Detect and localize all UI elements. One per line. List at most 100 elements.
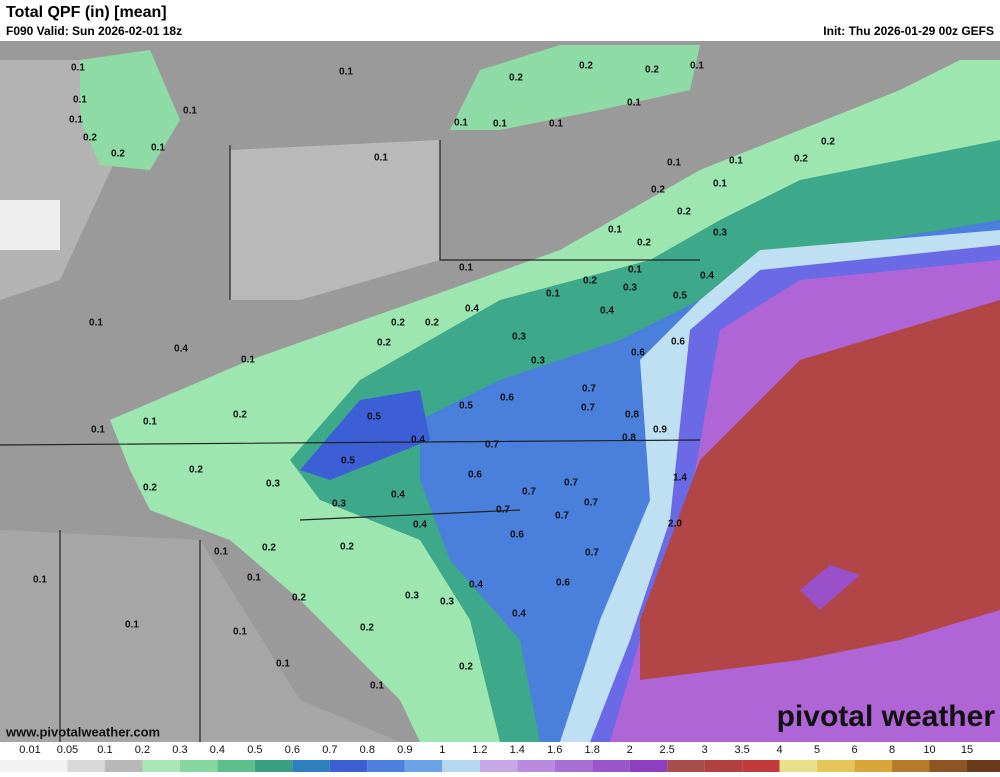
map-label: 0.1 bbox=[370, 681, 384, 692]
map-label: 0.7 bbox=[582, 384, 596, 395]
map-label: 0.1 bbox=[183, 106, 197, 117]
map-label: 0.1 bbox=[454, 118, 468, 129]
map-label: 0.5 bbox=[341, 456, 355, 467]
map-label: 0.8 bbox=[622, 433, 636, 444]
map-label: 0.2 bbox=[509, 73, 523, 84]
map-label: 0.2 bbox=[340, 542, 354, 553]
map-label: 0.1 bbox=[233, 627, 247, 638]
colorbar-cell bbox=[404, 760, 443, 772]
colorbar-label: 8 bbox=[889, 744, 895, 756]
map-label: 0.2 bbox=[143, 483, 157, 494]
colorbar-cell bbox=[329, 760, 368, 772]
map-label: 0.6 bbox=[468, 470, 482, 481]
map-label: 0.2 bbox=[83, 133, 97, 144]
colorbar-label: 5 bbox=[814, 744, 820, 756]
colorbar-cell bbox=[217, 760, 255, 772]
map-label: 0.2 bbox=[651, 185, 665, 196]
colorbar-cell bbox=[817, 760, 855, 772]
watermark: pivotal weather bbox=[777, 700, 996, 733]
colorbar-label: 15 bbox=[961, 744, 973, 756]
colorbar-cell bbox=[929, 760, 967, 772]
map-label: 0.7 bbox=[584, 498, 598, 509]
colorbar-cell bbox=[592, 760, 630, 772]
map-label: 0.2 bbox=[677, 207, 691, 218]
map-label: 0.2 bbox=[262, 543, 276, 554]
colorbar-cell bbox=[517, 760, 555, 772]
map-label: 0.2 bbox=[645, 65, 659, 76]
map-label: 0.5 bbox=[673, 291, 687, 302]
colorbar-label: 3 bbox=[702, 744, 708, 756]
map-label: 2.0 bbox=[668, 519, 682, 530]
map-label: 0.3 bbox=[623, 283, 637, 294]
colorbar-label: 0.6 bbox=[285, 744, 300, 756]
map-label: 0.3 bbox=[332, 499, 346, 510]
colorbar-label: 0.01 bbox=[19, 744, 40, 756]
colorbar-label: 6 bbox=[851, 744, 857, 756]
map-label: 0.1 bbox=[627, 98, 641, 109]
colorbar-label: 0.4 bbox=[210, 744, 225, 756]
colorbar-cell bbox=[892, 760, 930, 772]
map-label: 0.2 bbox=[111, 149, 125, 160]
map-label: 0.1 bbox=[247, 573, 261, 584]
map-label: 0.1 bbox=[459, 263, 473, 274]
map-label: 0.6 bbox=[671, 337, 685, 348]
map-label: 0.1 bbox=[33, 575, 47, 586]
map-label: 0.1 bbox=[91, 425, 105, 436]
colorbar-cell bbox=[667, 760, 705, 772]
map-label: 0.2 bbox=[579, 61, 593, 72]
colorbar-label: 0.5 bbox=[247, 744, 262, 756]
colorbar-cell bbox=[479, 760, 518, 772]
colorbar-cell bbox=[554, 760, 593, 772]
colorbar-label: 0.3 bbox=[172, 744, 187, 756]
init-time: Init: Thu 2026-01-29 00z GEFS bbox=[823, 24, 994, 38]
colorbar-cell bbox=[742, 760, 780, 772]
map-label: 0.4 bbox=[465, 304, 479, 315]
colorbar-label: 2.5 bbox=[660, 744, 675, 756]
map-label: 0.1 bbox=[143, 417, 157, 428]
map-label: 0.7 bbox=[581, 403, 595, 414]
map bbox=[0, 41, 1000, 742]
map-label: 0.7 bbox=[522, 487, 536, 498]
map-label: 0.2 bbox=[637, 238, 651, 249]
colorbar-cell bbox=[104, 760, 143, 772]
map-label: 0.3 bbox=[405, 591, 419, 602]
map-label: 0.1 bbox=[493, 119, 507, 130]
map-label: 0.1 bbox=[276, 659, 290, 670]
colorbar-label: 1.6 bbox=[547, 744, 562, 756]
map-label: 0.3 bbox=[512, 332, 526, 343]
map-label: 0.1 bbox=[241, 355, 255, 366]
map-label: 0.4 bbox=[411, 435, 425, 446]
map-label: 0.1 bbox=[73, 95, 87, 106]
map-label: 0.1 bbox=[628, 265, 642, 276]
map-label: 0.2 bbox=[189, 465, 203, 476]
map-label: 0.4 bbox=[391, 490, 405, 501]
map-label: 0.2 bbox=[233, 410, 247, 421]
map-label: 0.2 bbox=[583, 276, 597, 287]
valid-time: F090 Valid: Sun 2026-02-01 18z bbox=[6, 24, 182, 38]
colorbar-cell bbox=[967, 760, 1000, 772]
map-label: 0.1 bbox=[374, 153, 388, 164]
map-label: 0.8 bbox=[625, 410, 639, 421]
map-label: 0.1 bbox=[729, 156, 743, 167]
colorbar-cell bbox=[179, 760, 218, 772]
map-label: 0.4 bbox=[469, 580, 483, 591]
map-label: 1.4 bbox=[673, 473, 687, 484]
map-label: 0.7 bbox=[485, 440, 499, 451]
colorbar-cell bbox=[629, 760, 668, 772]
map-label: 0.3 bbox=[531, 356, 545, 367]
map-label: 0.1 bbox=[69, 115, 83, 126]
colorbar-cell bbox=[442, 760, 480, 772]
map-label: 0.2 bbox=[391, 318, 405, 329]
colorbar-label: 0.2 bbox=[135, 744, 150, 756]
title: Total QPF (in) [mean] bbox=[6, 4, 167, 21]
map-label: 0.2 bbox=[794, 154, 808, 165]
colorbar-label: 1.8 bbox=[585, 744, 600, 756]
map-label: 0.6 bbox=[556, 578, 570, 589]
map-label: 0.1 bbox=[690, 61, 704, 72]
colorbar-label: 3.5 bbox=[734, 744, 749, 756]
map-label: 0.4 bbox=[512, 609, 526, 620]
colorbar-label: 10 bbox=[923, 744, 935, 756]
map-label: 0.5 bbox=[367, 412, 381, 423]
map-label: 0.1 bbox=[713, 179, 727, 190]
colorbar-cell bbox=[854, 760, 893, 772]
